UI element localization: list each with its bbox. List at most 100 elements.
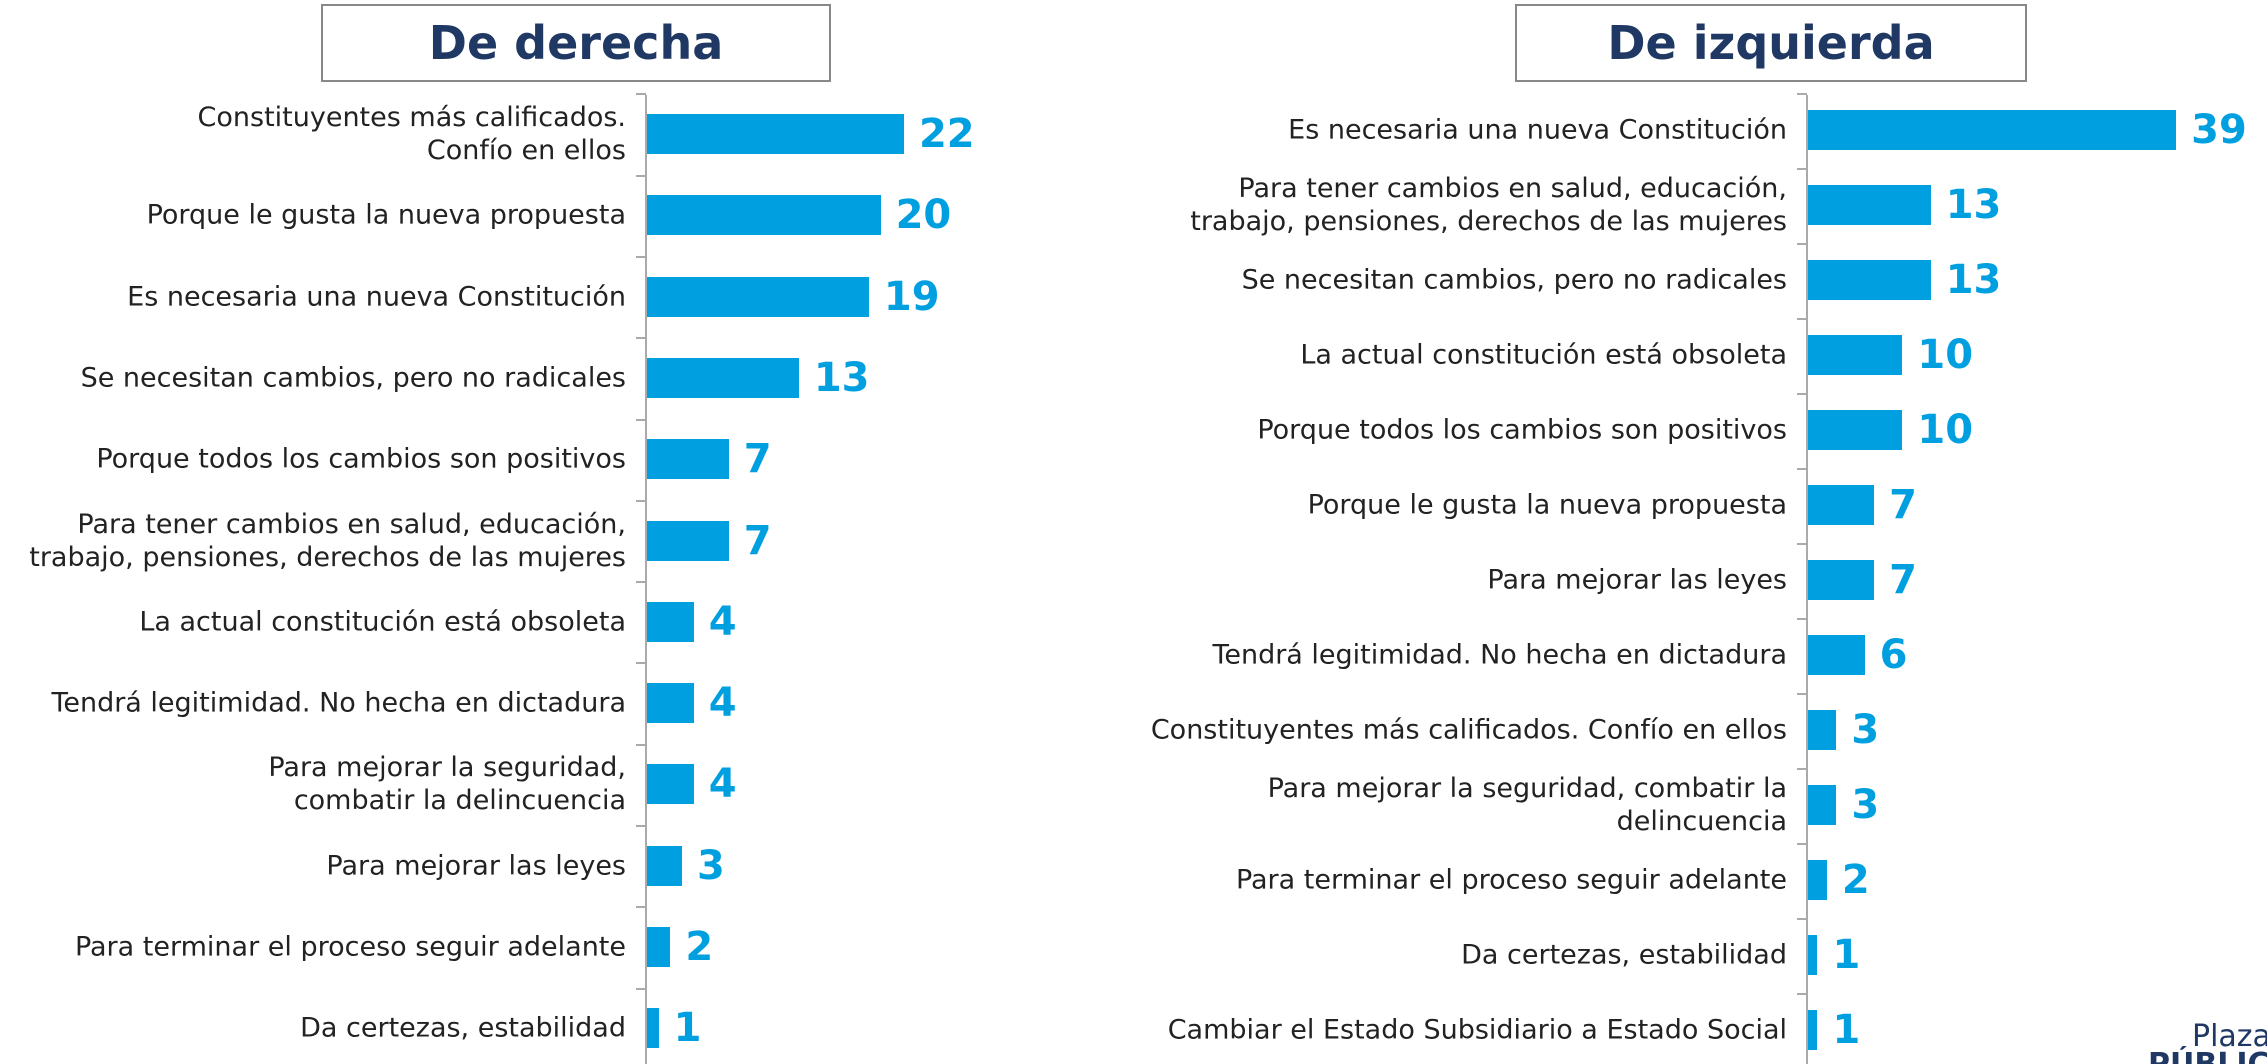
category-separator (1797, 392, 1807, 395)
category-separator (636, 499, 646, 502)
bar (1808, 635, 1865, 675)
axis-line (1806, 95, 1808, 1064)
category-label: Para terminar el proceso seguir adelante (74, 931, 626, 963)
category-label: Se necesitan cambios, pero no radicales (80, 362, 626, 394)
category-label: La actual constitución está obsoleta (1300, 339, 1787, 371)
bar (1808, 260, 1931, 300)
category-label: Es necesaria una nueva Constitución (1288, 114, 1787, 146)
category-separator (1797, 917, 1807, 920)
bar (647, 927, 671, 967)
category-separator (636, 337, 646, 340)
value-label: 10 (1917, 407, 1974, 453)
category-label: Porque le gusta la nueva propuesta (1307, 489, 1787, 521)
bar (647, 1008, 659, 1049)
category-separator (636, 93, 646, 96)
value-label: 3 (697, 842, 725, 889)
bar (1808, 485, 1875, 525)
category-separator (1797, 92, 1807, 95)
category-separator (636, 825, 646, 828)
bar (1808, 335, 1903, 375)
bar (647, 845, 683, 886)
value-label: 3 (1851, 707, 1880, 753)
value-label: 10 (1917, 332, 1974, 378)
bar (647, 683, 694, 724)
bar (647, 601, 694, 642)
value-label: 13 (1945, 257, 2002, 303)
category-separator (636, 418, 646, 421)
bar (647, 439, 729, 480)
chart-title: De izquierda (1515, 4, 2027, 82)
value-label: 2 (685, 924, 714, 970)
category-label: Para mejorar las leyes (1487, 564, 1787, 596)
value-label: 19 (883, 273, 940, 320)
category-label: Para mejorar las leyes (326, 850, 626, 882)
category-label: Da certezas, estabilidad (300, 1012, 626, 1044)
value-label: 7 (1889, 557, 1917, 603)
bar (1808, 860, 1827, 900)
category-label: Constituyentes más calificados. Confío e… (1150, 714, 1787, 746)
category-label: Para mejorar la seguridad, combatir la d… (268, 752, 626, 817)
bar (1808, 185, 1931, 225)
category-label: Porque todos los cambios son positivos (96, 443, 626, 475)
bar (1808, 935, 1818, 975)
value-label: 7 (1889, 482, 1917, 528)
category-separator (636, 174, 646, 177)
logo-top: Plaza (2192, 1019, 2267, 1054)
value-label: 22 (918, 111, 975, 157)
value-label: 20 (895, 192, 952, 239)
category-separator (1797, 167, 1807, 170)
value-label: 6 (1879, 632, 1908, 678)
bar (1808, 410, 1903, 450)
value-label: 4 (708, 761, 737, 808)
category-separator (1797, 317, 1807, 320)
bar (647, 357, 799, 398)
category-separator (1797, 692, 1807, 695)
value-label: 1 (1832, 1007, 1861, 1053)
category-separator (636, 906, 646, 909)
category-separator (1797, 542, 1807, 545)
value-label: 1 (673, 1005, 702, 1052)
category-separator (636, 987, 646, 990)
category-separator (636, 255, 646, 258)
category-label: Porque le gusta la nueva propuesta (146, 199, 626, 231)
chart-title: De derecha (321, 4, 831, 82)
bar (1808, 1010, 1818, 1050)
category-label: Porque todos los cambios son positivos (1257, 414, 1787, 446)
category-separator (636, 743, 646, 746)
bar (1808, 710, 1837, 750)
category-label: Para tener cambios en salud, educación, … (29, 508, 626, 573)
value-label: 4 (708, 598, 737, 645)
category-label: Es necesaria una nueva Constitución (127, 281, 626, 313)
category-label: Para mejorar la seguridad, combatir la d… (1267, 773, 1787, 837)
value-label: 7 (743, 517, 772, 564)
category-separator (636, 581, 646, 584)
axis-line (645, 95, 647, 1064)
category-label: Constituyentes más calificados. Confío e… (197, 102, 626, 166)
category-label: La actual constitución está obsoleta (139, 606, 626, 638)
bar (1808, 560, 1875, 600)
value-label: 2 (1841, 857, 1870, 903)
category-separator (636, 662, 646, 665)
category-separator (1797, 842, 1807, 845)
category-label: Para terminar el proceso seguir adelante (1235, 864, 1787, 896)
value-label: 3 (1851, 782, 1880, 828)
category-label: Se necesitan cambios, pero no radicales (1241, 264, 1787, 296)
value-label: 13 (813, 354, 870, 401)
value-label: 7 (743, 436, 772, 483)
category-label: Para tener cambios en salud, educación, … (1190, 173, 1787, 237)
bar (647, 114, 904, 154)
bar (647, 520, 729, 561)
category-label: Tendrá legitimidad. No hecha en dictadur… (1212, 639, 1787, 671)
bar (647, 276, 869, 317)
bar (1808, 110, 2177, 150)
category-separator (1797, 767, 1807, 770)
logo-bottom: PÚBLICA (2148, 1050, 2267, 1064)
category-separator (1797, 467, 1807, 470)
category-separator (1797, 617, 1807, 620)
bar (647, 195, 881, 236)
category-label: Da certezas, estabilidad (1461, 939, 1787, 971)
category-separator (1797, 992, 1807, 995)
category-label: Cambiar el Estado Subsidiario a Estado S… (1167, 1014, 1787, 1046)
bar (1808, 785, 1837, 825)
